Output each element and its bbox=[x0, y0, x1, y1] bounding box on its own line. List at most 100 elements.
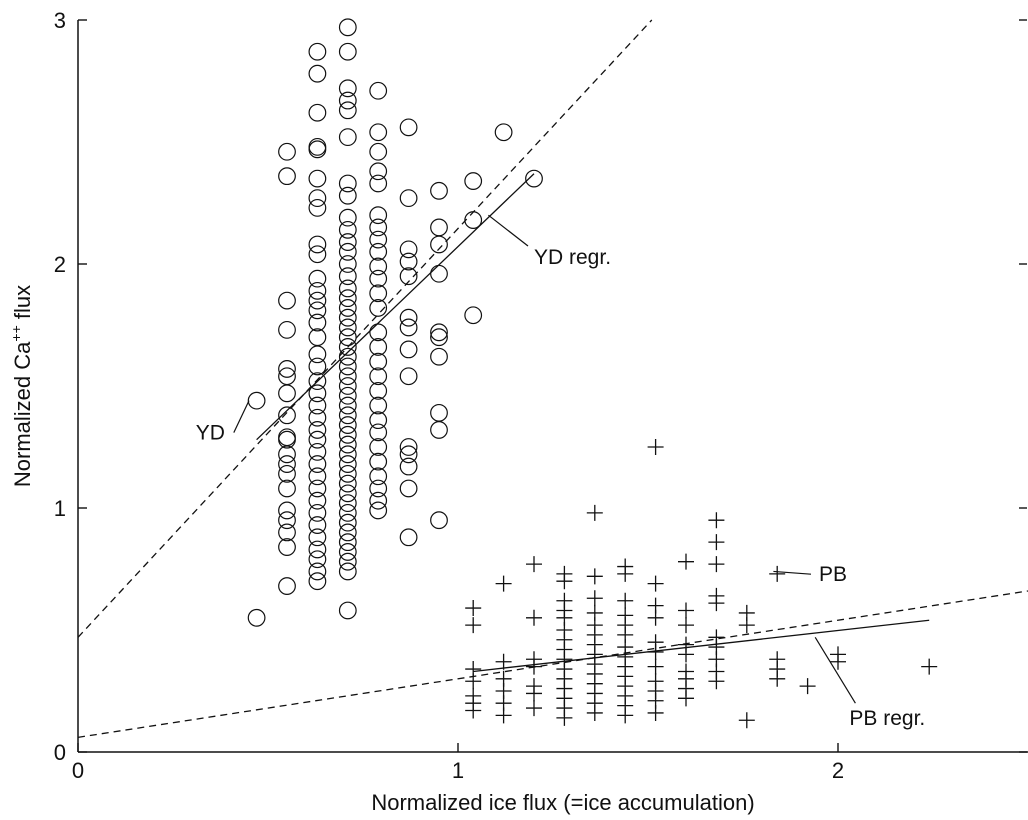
point-pb bbox=[678, 602, 694, 619]
point-pb bbox=[495, 653, 512, 670]
annotation-pb-regr: PB regr. bbox=[849, 707, 925, 730]
y-axis-label-end: flux bbox=[10, 285, 35, 325]
point-yd bbox=[308, 42, 327, 61]
point-yd bbox=[430, 511, 448, 530]
point-pb bbox=[708, 673, 725, 690]
point-yd bbox=[338, 186, 357, 205]
point-yd bbox=[430, 264, 448, 283]
point-yd bbox=[369, 257, 388, 276]
point-yd bbox=[369, 206, 388, 225]
point-yd bbox=[308, 442, 327, 461]
point-yd bbox=[369, 299, 388, 317]
point-yd bbox=[369, 218, 388, 237]
point-yd bbox=[338, 279, 357, 298]
point-yd bbox=[308, 562, 327, 581]
point-yd bbox=[308, 491, 327, 510]
point-pb bbox=[647, 643, 664, 660]
point-yd bbox=[338, 242, 357, 261]
point-yd bbox=[494, 123, 513, 142]
point-pb bbox=[617, 707, 634, 724]
point-yd bbox=[278, 464, 296, 483]
point-yd bbox=[399, 252, 418, 271]
point-yd bbox=[278, 523, 296, 542]
point-yd bbox=[338, 357, 357, 376]
point-yd bbox=[338, 435, 357, 454]
point-pb bbox=[769, 670, 786, 687]
point-yd bbox=[338, 328, 357, 347]
point-yd bbox=[338, 377, 357, 395]
annotation-leader-pb bbox=[773, 570, 812, 575]
line-pb-regr bbox=[473, 619, 930, 673]
point-yd bbox=[399, 340, 418, 359]
point-yd bbox=[430, 235, 448, 254]
line-pb bbox=[77, 590, 1028, 739]
point-yd bbox=[399, 308, 418, 327]
point-yd bbox=[369, 491, 388, 510]
point-yd bbox=[338, 42, 357, 61]
point-pb bbox=[465, 673, 482, 690]
point-yd bbox=[308, 540, 327, 559]
point-yd bbox=[338, 267, 357, 286]
point-yd bbox=[308, 345, 327, 364]
point-yd bbox=[464, 211, 483, 229]
point-pb bbox=[586, 704, 603, 721]
point-yd bbox=[338, 425, 357, 444]
point-yd bbox=[338, 299, 357, 317]
point-yd bbox=[308, 291, 327, 310]
point-yd bbox=[338, 174, 357, 193]
point-yd bbox=[399, 457, 418, 476]
point-yd bbox=[338, 474, 357, 493]
point-yd bbox=[338, 338, 357, 356]
point-pb bbox=[708, 534, 725, 551]
point-yd bbox=[338, 289, 357, 308]
point-yd bbox=[338, 208, 357, 227]
point-yd bbox=[399, 240, 418, 259]
point-yd bbox=[278, 167, 296, 186]
point-yd bbox=[338, 220, 357, 239]
point-yd bbox=[399, 318, 418, 337]
point-yd bbox=[399, 438, 418, 456]
point-yd bbox=[338, 101, 357, 120]
point-yd bbox=[338, 128, 357, 147]
point-yd bbox=[399, 479, 418, 498]
point-yd bbox=[308, 503, 327, 522]
point-pb bbox=[586, 504, 603, 521]
annotation-pb: PB bbox=[819, 563, 847, 586]
y-axis-label-main: Normalized Ca bbox=[10, 341, 35, 487]
y-tick-label: 3 bbox=[54, 8, 66, 33]
point-pb bbox=[526, 556, 542, 573]
x-tick-label: 0 bbox=[72, 758, 84, 783]
point-yd bbox=[308, 396, 327, 415]
point-pb bbox=[556, 709, 573, 726]
point-yd bbox=[278, 511, 296, 530]
point-yd bbox=[308, 357, 327, 376]
point-yd bbox=[278, 142, 296, 161]
point-yd bbox=[369, 438, 388, 456]
annotation-leader-yd bbox=[233, 400, 250, 433]
annotation-yd: YD bbox=[196, 422, 225, 445]
point-yd bbox=[338, 513, 357, 532]
point-yd bbox=[278, 501, 296, 520]
point-pb bbox=[738, 712, 755, 729]
point-pb bbox=[495, 707, 512, 724]
point-yd bbox=[430, 328, 448, 347]
point-yd bbox=[308, 455, 327, 473]
point-yd bbox=[338, 503, 357, 522]
point-pb bbox=[465, 702, 482, 719]
point-yd bbox=[399, 367, 418, 386]
point-pb bbox=[678, 553, 694, 570]
point-pb bbox=[708, 595, 725, 612]
point-yd bbox=[338, 543, 357, 561]
point-pb bbox=[617, 565, 634, 582]
point-yd bbox=[338, 533, 357, 552]
point-yd bbox=[308, 281, 327, 300]
point-yd bbox=[308, 528, 327, 547]
point-yd bbox=[338, 18, 357, 37]
point-yd bbox=[308, 301, 327, 320]
point-pb bbox=[526, 658, 542, 675]
point-yd bbox=[338, 318, 357, 337]
point-yd bbox=[338, 494, 357, 513]
point-yd bbox=[369, 162, 388, 181]
y-tick-label: 1 bbox=[54, 496, 66, 521]
point-yd bbox=[369, 174, 388, 193]
